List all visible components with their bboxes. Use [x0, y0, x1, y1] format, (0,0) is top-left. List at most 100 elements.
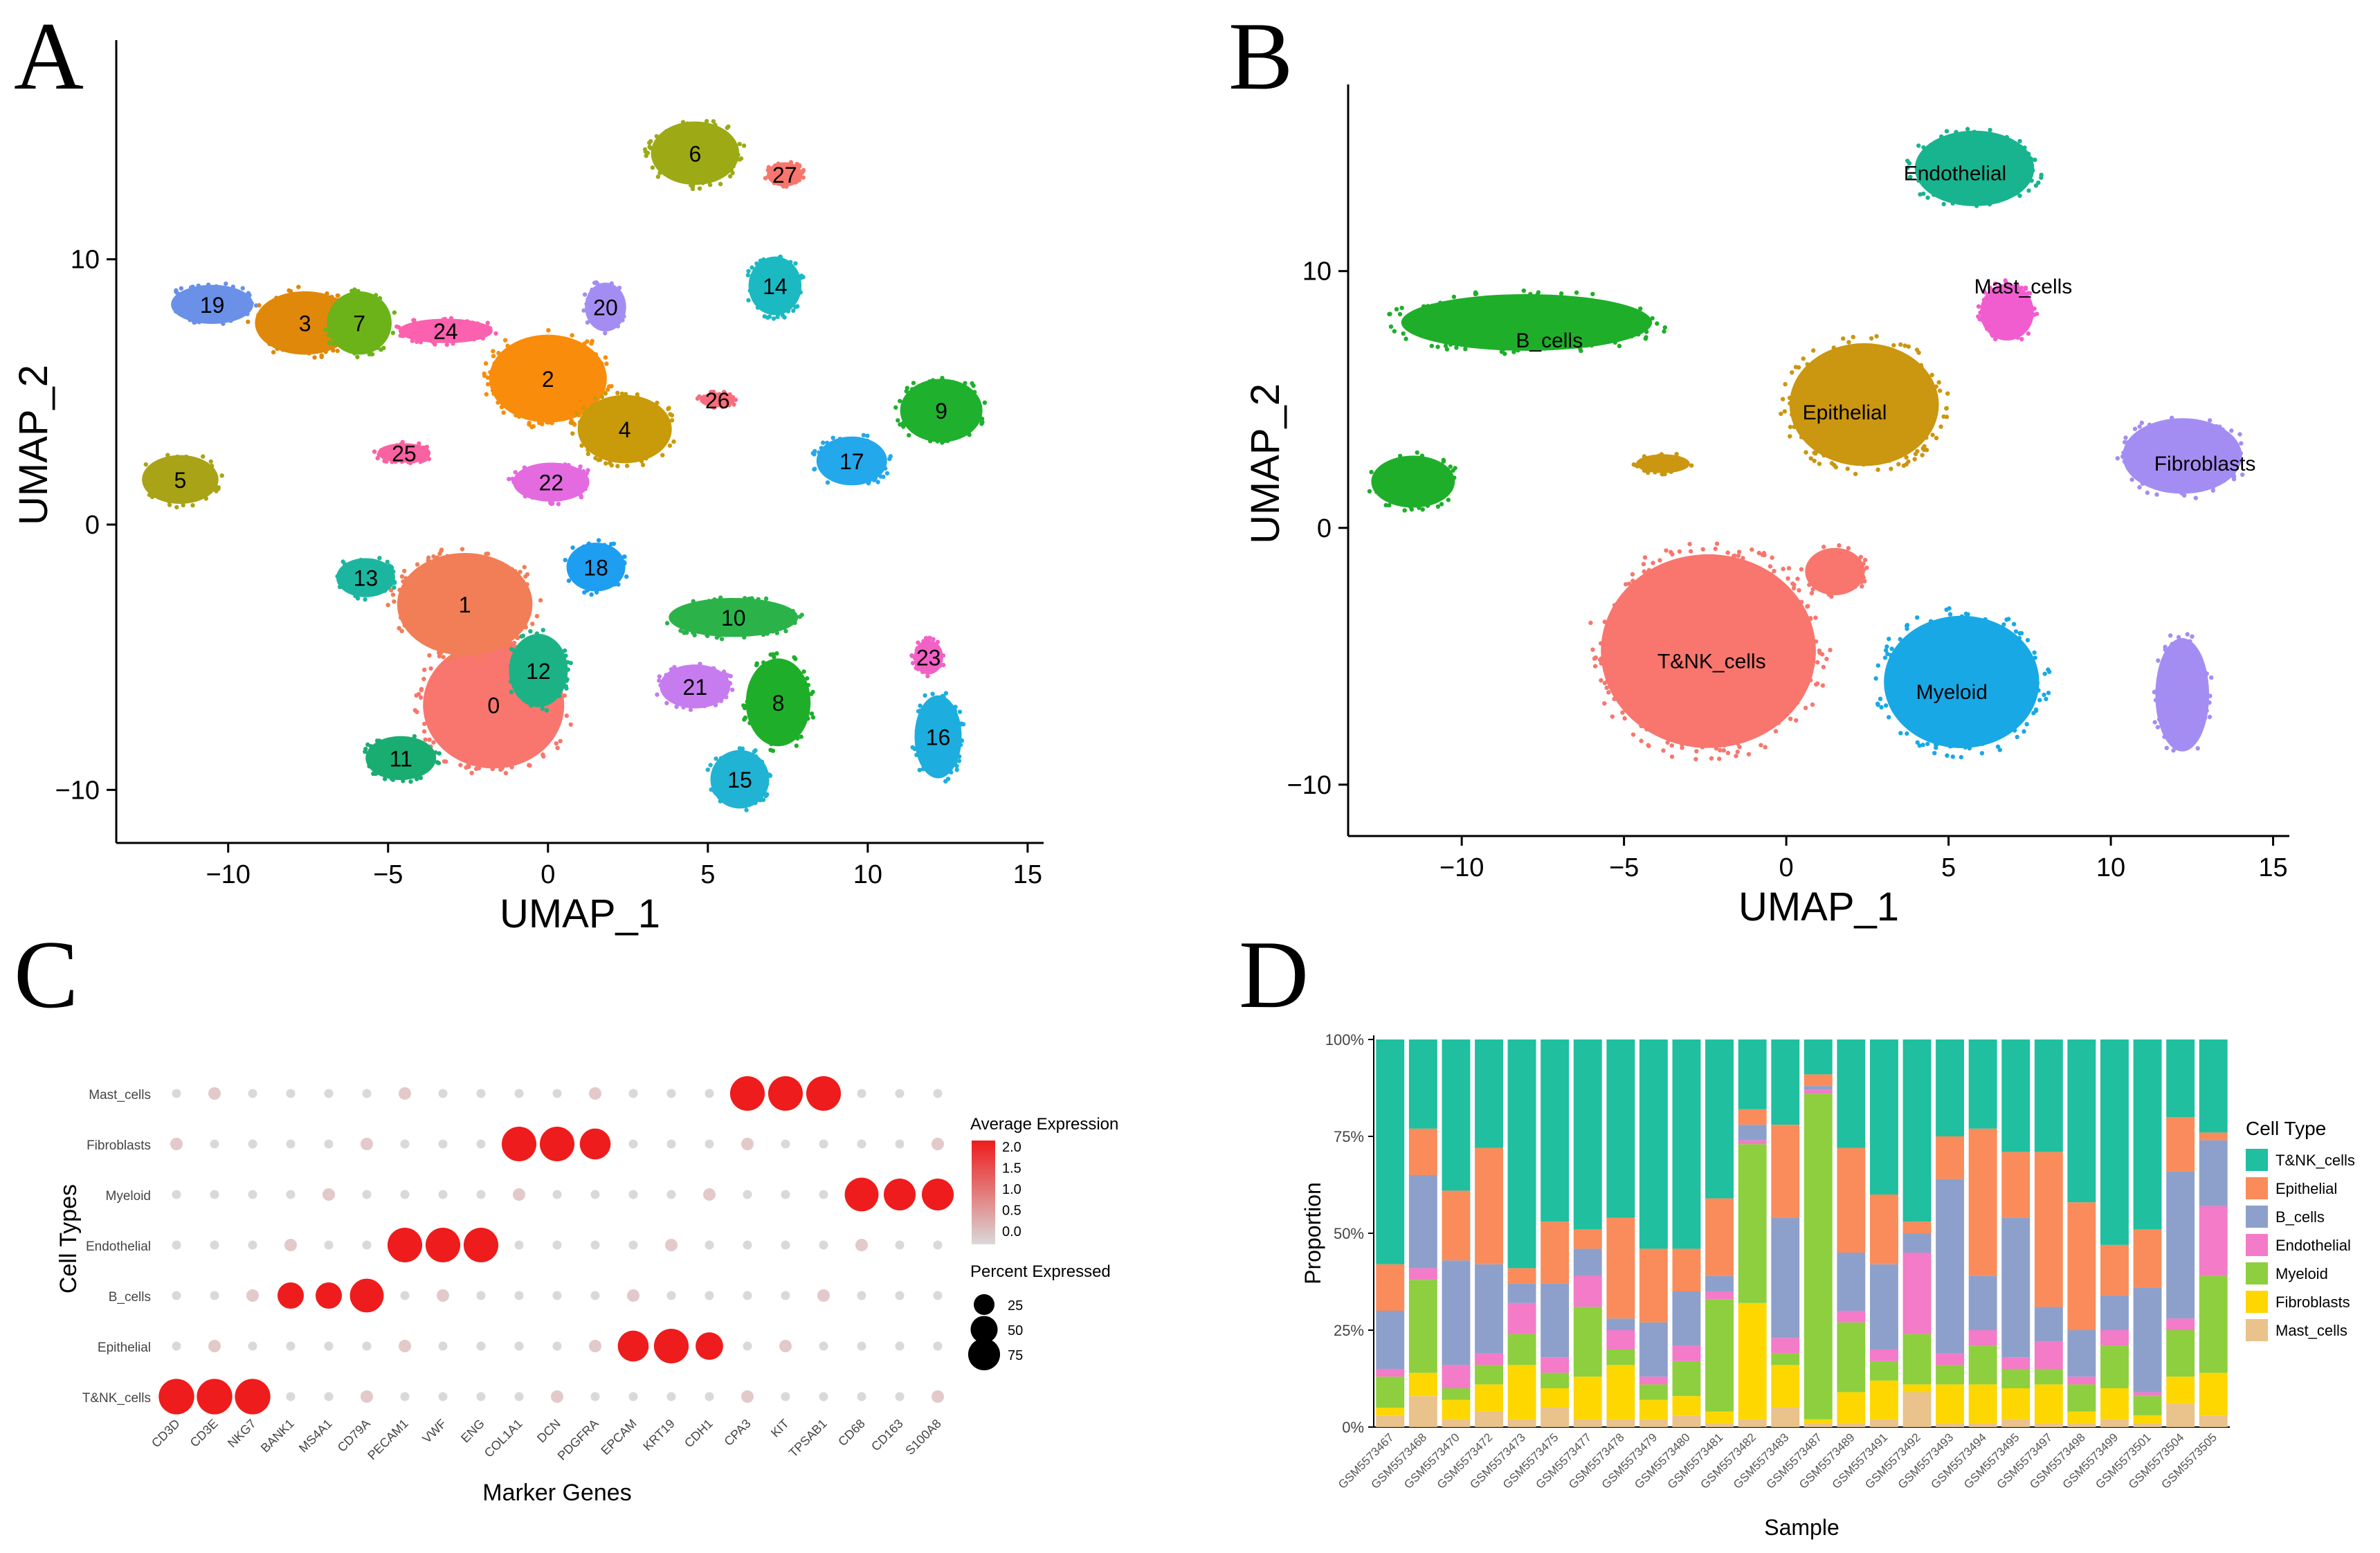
- cell-point: [737, 746, 743, 751]
- cell-point: [736, 152, 741, 157]
- bar-segment-mast-cells: [1475, 1411, 1503, 1427]
- cell-point: [403, 576, 408, 581]
- cell-point: [1688, 549, 1693, 554]
- cell-point: [385, 559, 390, 565]
- cell-point: [469, 581, 474, 586]
- cell-point: [1862, 579, 1867, 583]
- cell-point: [523, 493, 528, 499]
- cell-point: [664, 129, 669, 134]
- dot-epithelial-krt19: [653, 1328, 689, 1364]
- cell-point: [971, 400, 976, 406]
- cell-point: [378, 570, 383, 575]
- cell-point: [421, 768, 426, 773]
- cell-point: [908, 423, 914, 428]
- dot-fibroblasts-pdgfra: [579, 1128, 611, 1160]
- cell-point: [1974, 637, 1979, 642]
- cell-point: [2013, 723, 2019, 727]
- bar-segment-endothelial: [1902, 1253, 1932, 1334]
- legend-label-mast-cells: Mast_cells: [2275, 1322, 2347, 1339]
- cell-point: [497, 586, 502, 591]
- cell-point: [1731, 689, 1736, 693]
- cell-point: [354, 341, 358, 346]
- cell-point: [1917, 727, 1922, 732]
- cell-point: [555, 745, 560, 750]
- cell-point: [426, 320, 431, 325]
- cell-point: [523, 596, 529, 601]
- cell-point: [730, 170, 735, 176]
- cell-point: [729, 396, 734, 401]
- cell-point: [1658, 627, 1663, 632]
- cell-point: [747, 800, 752, 805]
- gene-label-s100a8: S100A8: [902, 1417, 943, 1457]
- cell-point: [354, 294, 359, 299]
- cell-point: [595, 281, 600, 287]
- cell-point: [509, 752, 514, 757]
- cell-point: [195, 491, 201, 496]
- cell-point: [1917, 417, 1922, 421]
- cell-point: [729, 138, 734, 143]
- cell-point: [606, 581, 610, 585]
- cell-point: [476, 643, 482, 648]
- bar-segment-mast-cells: [1804, 1423, 1833, 1427]
- cell-point: [861, 433, 866, 437]
- cell-point: [755, 305, 761, 310]
- cell-point: [1952, 147, 1956, 152]
- cell-point: [772, 671, 778, 676]
- bar-segment-myeloid: [1408, 1280, 1437, 1373]
- cell-point: [2046, 691, 2051, 696]
- cell-point: [1421, 475, 1426, 480]
- cell-point: [1805, 362, 1810, 367]
- cell-point: [347, 339, 352, 344]
- cell-point: [672, 696, 678, 702]
- cell-point: [427, 653, 432, 658]
- dot-epithelial-cd3e: [208, 1340, 221, 1352]
- cell-point: [2029, 178, 2034, 183]
- cell-point: [1813, 570, 1818, 575]
- bar-segment-fibroblasts: [2034, 1384, 2063, 1424]
- cell-point: [1400, 477, 1405, 482]
- cell-point: [476, 565, 482, 571]
- cell-point: [700, 395, 705, 400]
- cell-point: [1599, 641, 1604, 646]
- cell-point: [929, 403, 934, 408]
- cell-point: [192, 481, 197, 486]
- cell-point: [453, 672, 457, 677]
- cell-point: [424, 451, 430, 456]
- cell-point: [929, 770, 934, 774]
- cell-point: [565, 667, 570, 672]
- cell-point: [1685, 596, 1690, 601]
- cell-point: [574, 392, 579, 397]
- cell-point: [698, 662, 702, 666]
- cell-point: [883, 466, 888, 471]
- cell-point: [383, 765, 388, 771]
- cell-point: [436, 632, 441, 637]
- cell-point: [383, 311, 388, 316]
- cell-point: [920, 767, 925, 772]
- cell-point: [167, 502, 172, 507]
- cell-point: [1683, 704, 1688, 709]
- cell-point: [738, 757, 743, 763]
- cell-point: [736, 767, 741, 772]
- cell-point: [419, 743, 424, 748]
- cell-point: [711, 666, 716, 671]
- cell-point: [2217, 424, 2222, 429]
- dot-b-cells-nkg7: [246, 1289, 259, 1302]
- cell-point: [1676, 457, 1682, 462]
- bar-segment-mast-cells: [1902, 1392, 1932, 1427]
- cell-point: [622, 561, 627, 566]
- cell-point: [423, 457, 428, 462]
- cell-point: [337, 584, 343, 590]
- bar-segment-tandnk-cells: [1475, 1039, 1503, 1148]
- cell-point: [1832, 561, 1837, 567]
- cell-point: [1885, 682, 1891, 687]
- dot-fibroblasts-ms4a1: [324, 1139, 334, 1149]
- cell-point: [1693, 586, 1698, 591]
- cell-point: [1962, 718, 1968, 723]
- cell-point: [669, 418, 675, 423]
- cell-point: [469, 748, 474, 753]
- cell-point: [1665, 740, 1670, 745]
- cell-point: [541, 628, 545, 633]
- cell-point: [1745, 709, 1750, 714]
- cell-point: [663, 169, 668, 174]
- cell-point: [193, 475, 198, 480]
